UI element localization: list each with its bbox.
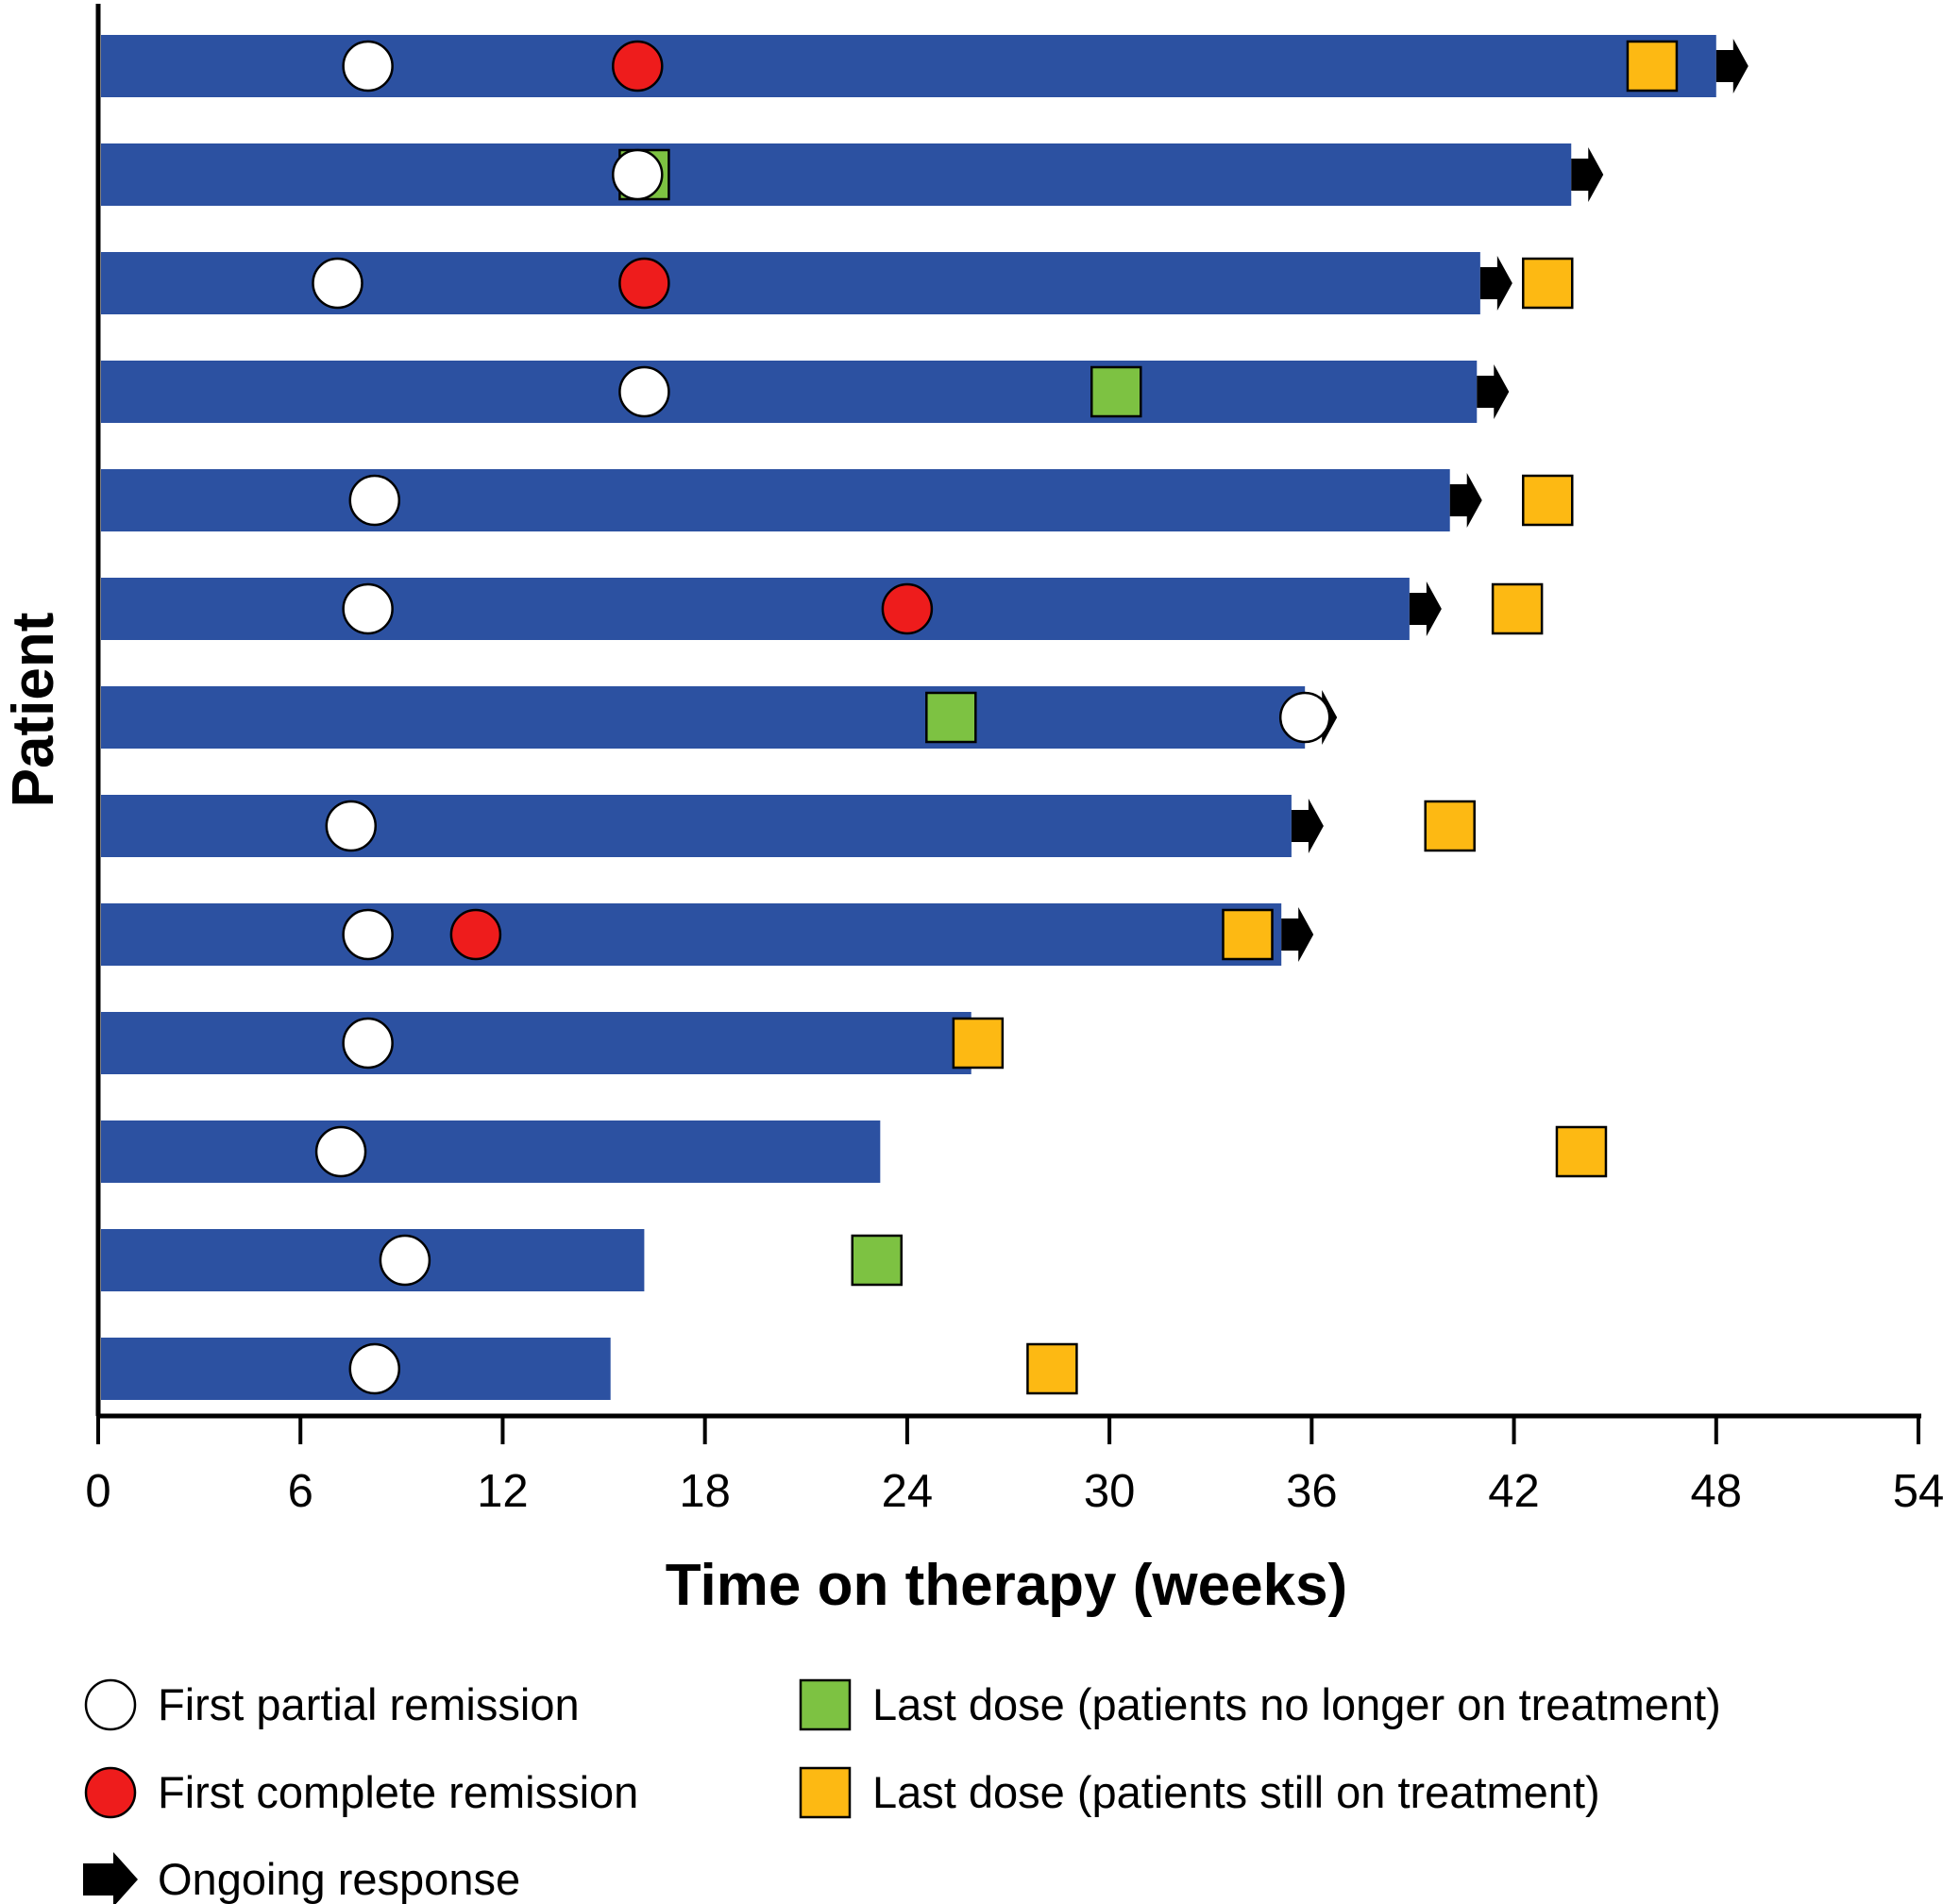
last-dose-off-marker bbox=[851, 1234, 904, 1287]
ongoing-response-arrow-icon bbox=[1715, 39, 1749, 93]
last-dose-on-marker bbox=[1626, 40, 1679, 93]
ongoing-response-arrow-icon bbox=[1281, 907, 1314, 962]
legend-partial-label: First partial remission bbox=[158, 1679, 580, 1729]
last-dose-on-marker bbox=[952, 1017, 1005, 1070]
partial-remission-marker bbox=[1278, 691, 1331, 744]
last-dose-on-marker bbox=[1424, 800, 1476, 852]
x-tick-label: 18 bbox=[679, 1466, 731, 1517]
partial-remission-marker bbox=[314, 1125, 367, 1178]
partial-remission-marker bbox=[618, 365, 670, 418]
patient-bar bbox=[101, 578, 1410, 640]
partial-remission-marker bbox=[612, 148, 664, 201]
last-dose-off-marker bbox=[925, 691, 977, 744]
legend-last-dose-off-marker bbox=[799, 1678, 852, 1731]
partial-remission-marker bbox=[379, 1234, 431, 1287]
bars-layer bbox=[101, 35, 1716, 1400]
y-axis-title: Patient bbox=[1, 613, 66, 808]
x-ticks: 0 6 12 18 24 30 36 42 48 54 bbox=[85, 1416, 1943, 1517]
x-tick-label: 0 bbox=[85, 1466, 110, 1517]
partial-remission-marker bbox=[342, 582, 394, 635]
ongoing-response-arrow-icon bbox=[1449, 473, 1482, 528]
axes-layer bbox=[95, 4, 1921, 1419]
ongoing-response-arrow-icon bbox=[1571, 147, 1604, 202]
patient-bar bbox=[101, 795, 1292, 857]
complete-remission-marker bbox=[881, 582, 934, 635]
last-dose-off-marker bbox=[1090, 365, 1142, 418]
x-tick-label: 54 bbox=[1893, 1466, 1943, 1517]
partial-remission-marker bbox=[348, 474, 401, 527]
x-tick-label: 24 bbox=[882, 1466, 934, 1517]
legend: First partial remission First complete r… bbox=[83, 1678, 1721, 1904]
patient-bar bbox=[101, 1229, 645, 1291]
patient-bar bbox=[101, 1120, 881, 1183]
complete-remission-marker bbox=[612, 40, 664, 93]
partial-remission-marker bbox=[325, 800, 378, 852]
x-tick-label: 36 bbox=[1286, 1466, 1338, 1517]
x-tick-label: 48 bbox=[1691, 1466, 1743, 1517]
partial-remission-marker bbox=[342, 1017, 394, 1070]
patient-bar bbox=[101, 361, 1478, 423]
partial-remission-marker bbox=[342, 40, 394, 93]
last-dose-on-marker bbox=[1522, 474, 1574, 527]
patient-bar bbox=[101, 1012, 972, 1074]
legend-last-dose-on-marker bbox=[799, 1766, 852, 1819]
last-dose-on-marker bbox=[1222, 908, 1274, 961]
legend-complete-label: First complete remission bbox=[158, 1767, 638, 1817]
x-tick-label: 6 bbox=[288, 1466, 313, 1517]
patient-bar bbox=[101, 903, 1282, 966]
x-tick-label: 12 bbox=[477, 1466, 529, 1517]
legend-ongoing-arrow-icon bbox=[83, 1852, 138, 1904]
last-dose-on-marker bbox=[1522, 257, 1574, 310]
legend-last-dose-on-label: Last dose (patients still on treatment) bbox=[872, 1767, 1600, 1817]
last-dose-on-marker bbox=[1491, 582, 1544, 635]
patient-bar bbox=[101, 252, 1480, 314]
complete-remission-marker bbox=[618, 257, 670, 310]
legend-last-dose-off-label: Last dose (patients no longer on treatme… bbox=[872, 1679, 1721, 1729]
ongoing-response-arrow-icon bbox=[1291, 799, 1324, 853]
complete-remission-marker bbox=[449, 908, 502, 961]
markers-layer bbox=[312, 39, 1749, 1395]
patient-bar bbox=[101, 469, 1450, 531]
partial-remission-marker bbox=[348, 1342, 401, 1395]
legend-partial-marker bbox=[84, 1678, 137, 1731]
legend-complete-marker bbox=[84, 1766, 137, 1819]
x-tick-label: 42 bbox=[1488, 1466, 1540, 1517]
patient-bar bbox=[101, 686, 1306, 749]
last-dose-on-marker bbox=[1555, 1125, 1608, 1178]
x-axis-title: Time on therapy (weeks) bbox=[666, 1553, 1347, 1618]
ongoing-response-arrow-icon bbox=[1479, 256, 1512, 311]
ongoing-response-arrow-icon bbox=[1409, 581, 1442, 636]
partial-remission-marker bbox=[342, 908, 394, 961]
x-tick-label: 30 bbox=[1084, 1466, 1136, 1517]
partial-remission-marker bbox=[312, 257, 363, 310]
ongoing-response-arrow-icon bbox=[1477, 364, 1510, 419]
patient-bar bbox=[101, 143, 1572, 206]
legend-ongoing-label: Ongoing response bbox=[158, 1854, 520, 1904]
last-dose-on-marker bbox=[1026, 1342, 1078, 1395]
